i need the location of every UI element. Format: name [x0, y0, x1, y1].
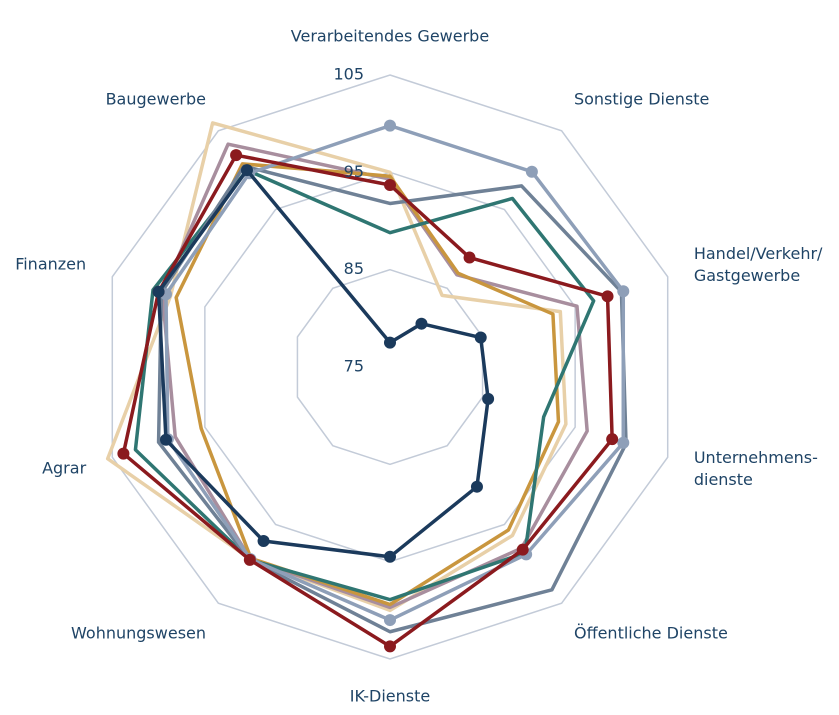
category-label: Handel/Verkehr/Gastgewerbe — [694, 244, 823, 285]
series-line — [133, 168, 596, 602]
category-label: IK-Dienste — [350, 687, 431, 706]
marker — [384, 119, 396, 132]
marker — [257, 535, 270, 548]
grid-ring — [296, 268, 484, 466]
marker — [384, 550, 396, 563]
category-label: Finanzen — [15, 255, 86, 274]
marker — [240, 164, 253, 177]
category-label: Baugewerbe — [106, 90, 206, 109]
marker — [474, 331, 487, 344]
marker — [384, 614, 396, 627]
category-label: Öffentliche Dienste — [574, 623, 728, 642]
marker — [159, 433, 172, 446]
tick-label: 75 — [344, 357, 364, 376]
category-label: Wohnungswesen — [71, 623, 206, 642]
category-label: Sonstige Dienste — [574, 90, 709, 109]
marker — [384, 336, 396, 349]
marker — [243, 553, 256, 566]
marker — [617, 285, 630, 298]
marker — [617, 436, 630, 449]
marker — [516, 543, 529, 556]
tick-label: 105 — [333, 65, 364, 84]
series-line — [105, 121, 568, 613]
marker — [482, 392, 495, 405]
marker — [606, 433, 619, 446]
marker — [384, 640, 396, 653]
marker — [601, 290, 614, 303]
marker — [525, 165, 538, 178]
marker — [470, 480, 483, 493]
marker — [463, 251, 476, 264]
category-label: Unternehmens-dienste — [694, 447, 818, 488]
category-label: Agrar — [42, 458, 86, 477]
tick-label: 95 — [344, 162, 364, 181]
grid-ring — [111, 74, 669, 660]
marker — [230, 149, 243, 162]
category-label: Verarbeitendes Gewerbe — [291, 27, 489, 46]
marker — [152, 285, 165, 298]
marker — [415, 317, 428, 330]
marker — [117, 447, 130, 460]
marker — [384, 178, 396, 191]
tick-label: 85 — [344, 259, 364, 278]
series-line — [174, 162, 561, 607]
